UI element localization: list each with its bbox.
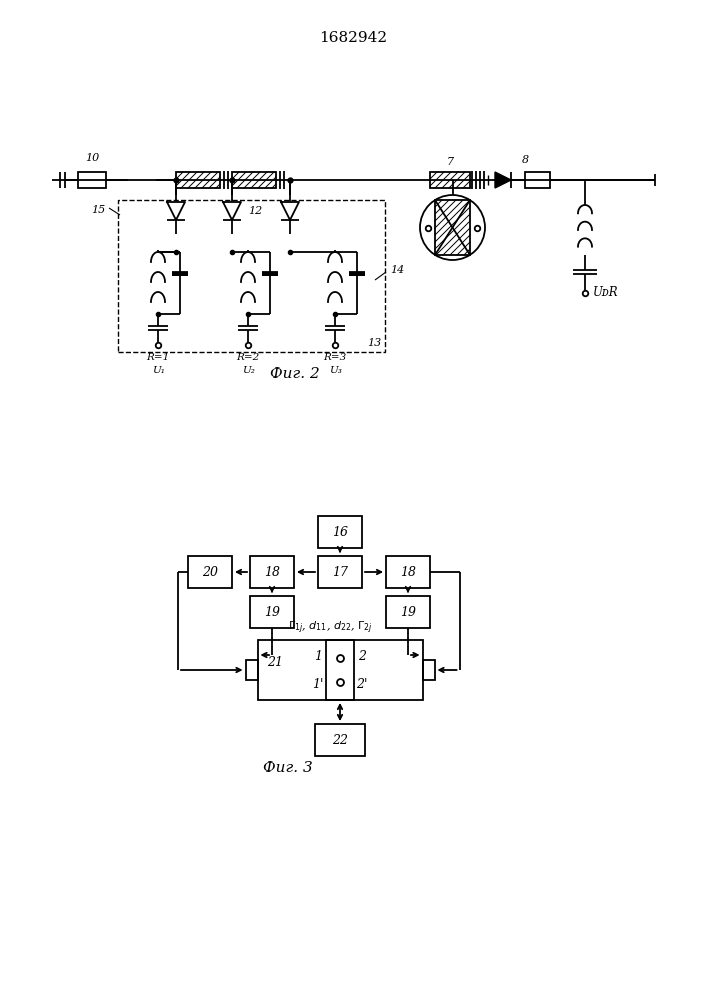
Text: 10: 10 [85,153,99,163]
Text: 17: 17 [332,566,348,578]
Polygon shape [495,172,511,188]
Text: 2': 2' [356,678,368,690]
Bar [188,556,232,588]
Text: 8: 8 [522,155,529,165]
Text: 22: 22 [332,734,348,746]
Text: 7: 7 [446,157,454,167]
Bar [430,172,470,188]
Bar [386,556,430,588]
Bar [349,272,365,276]
Text: 21: 21 [267,656,284,668]
Text: Фиг. 3: Фиг. 3 [263,761,313,775]
Text: 12: 12 [248,206,262,216]
Text: UᴅR: UᴅR [593,286,619,300]
Bar [257,640,423,700]
Bar [318,516,362,548]
Bar [315,724,365,756]
Bar [525,172,550,188]
Bar [262,272,278,276]
Text: $\Gamma_{1j}$, $d_{11}$, $d_{22}$, $\Gamma_{2j}$: $\Gamma_{1j}$, $d_{11}$, $d_{22}$, $\Gam… [288,620,373,636]
Bar [250,556,294,588]
Bar [250,596,294,628]
Text: R=2: R=2 [236,353,259,362]
Bar [232,172,276,188]
Bar [423,660,435,680]
Bar [118,200,385,352]
Text: 15: 15 [90,205,105,215]
Text: Фиг. 2: Фиг. 2 [270,367,320,381]
Bar [435,200,470,255]
Text: 18: 18 [264,566,280,578]
Text: 16: 16 [332,526,348,538]
Text: 14: 14 [390,265,404,275]
Text: R=3: R=3 [323,353,346,362]
Text: 20: 20 [202,566,218,578]
Bar [245,660,257,680]
Text: 18: 18 [400,566,416,578]
Text: 19: 19 [264,605,280,618]
Polygon shape [281,202,299,220]
Polygon shape [223,202,241,220]
Text: 1': 1' [312,678,324,690]
Text: U₃: U₃ [329,366,341,375]
Text: 19: 19 [400,605,416,618]
Text: 2: 2 [358,650,366,662]
Text: R=1: R=1 [146,353,170,362]
Bar [78,172,106,188]
Text: 13: 13 [367,338,381,348]
Text: 1: 1 [314,650,322,662]
Bar [176,172,220,188]
Text: U₁: U₁ [151,366,165,375]
Text: 1682942: 1682942 [319,31,387,45]
Text: U₂: U₂ [242,366,255,375]
Polygon shape [167,202,185,220]
Bar [386,596,430,628]
Bar [318,556,362,588]
Bar [326,640,354,700]
Bar [172,272,188,276]
